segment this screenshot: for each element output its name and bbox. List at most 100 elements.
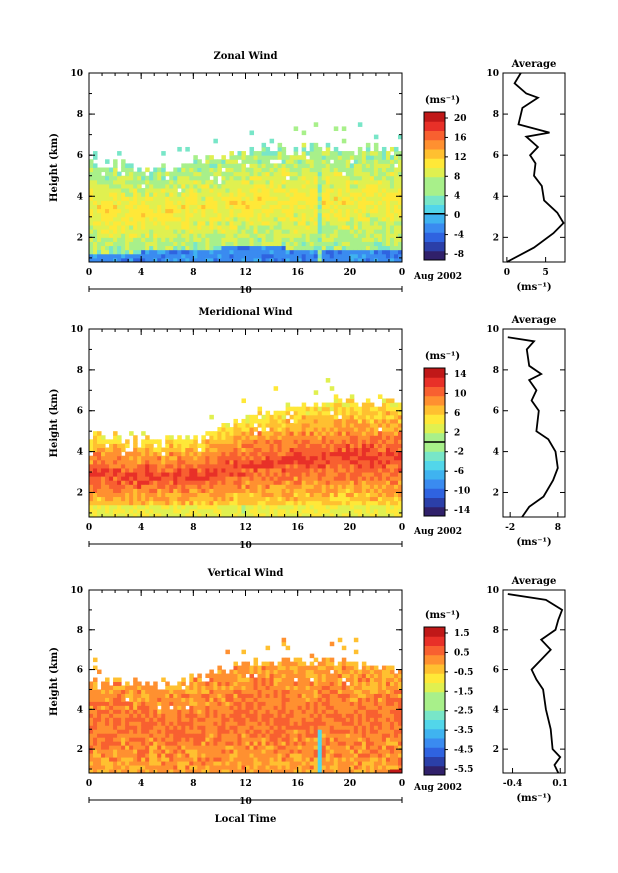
heatmap-cell [325, 463, 331, 469]
heatmap-cell [157, 229, 162, 234]
heatmap-cell [133, 717, 138, 722]
heatmap-cell [341, 427, 347, 432]
heatmap-cell [193, 492, 198, 498]
heatmap-cell [249, 500, 255, 506]
heatmap-cell [381, 496, 387, 502]
heatmap-cell [313, 467, 319, 473]
heatmap-cell [225, 216, 230, 222]
heatmap-cell [137, 500, 142, 506]
heatmap-cell [369, 257, 375, 263]
heatmap-cell [333, 423, 339, 428]
heatmap-cell [285, 402, 291, 408]
heatmap-cell [277, 447, 283, 453]
heatmap-cell [389, 225, 395, 230]
heatmap-cell [145, 439, 150, 444]
heatmap-cell [145, 753, 150, 758]
heatmap-cell [205, 761, 210, 766]
heatmap-cell [105, 183, 110, 189]
heatmap-cell [209, 463, 214, 469]
heatmap-cell [317, 427, 323, 432]
heatmap-cell [381, 257, 387, 263]
heatmap-cell [93, 476, 98, 481]
heatmap-cell [317, 512, 323, 518]
heatmap-cell [269, 476, 275, 481]
heatmap-cell [181, 196, 186, 201]
heatmap-cell [205, 208, 210, 214]
heatmap-cell [133, 225, 138, 230]
heatmap-cell [105, 721, 110, 726]
heatmap-cell [149, 257, 154, 263]
heatmap-cell [177, 681, 182, 686]
heatmap-cell [293, 427, 299, 432]
heatmap-cell [137, 179, 142, 185]
heatmap-cell [181, 757, 186, 762]
heatmap-cell [169, 196, 174, 201]
heatmap-cell [149, 685, 154, 690]
heatmap-cell [329, 229, 335, 234]
heatmap-cell [345, 418, 351, 424]
heatmap-cell [337, 410, 343, 416]
heatmap-cell [397, 241, 403, 247]
heatmap-cell [129, 717, 134, 722]
heatmap-cell [185, 741, 190, 746]
heatmap-cell [321, 484, 327, 489]
heatmap-cell [121, 701, 126, 706]
heatmap-cell [305, 183, 311, 189]
heatmap-cell [189, 200, 194, 205]
heatmap-cell [93, 717, 98, 722]
heatmap-cell [177, 200, 182, 205]
heatmap-cell [381, 167, 387, 173]
heatmap-cell [145, 733, 150, 738]
heatmap-cell [361, 196, 367, 201]
heatmap-cell [193, 488, 198, 493]
heatmap-cell [93, 196, 98, 201]
heatmap-cell [313, 204, 319, 210]
heatmap-cell [113, 175, 118, 181]
heatmap-cell [257, 155, 263, 160]
heatmap-cell [305, 245, 311, 251]
heatmap-cell [129, 188, 134, 193]
heatmap-cell [361, 512, 367, 518]
heatmap-cell [249, 492, 255, 498]
heatmap-cell [125, 721, 130, 726]
heatmap-cell [393, 504, 399, 510]
heatmap-cell [197, 192, 202, 197]
heatmap-cell [245, 427, 251, 432]
heatmap-cell [205, 721, 210, 726]
heatmap-cell [117, 188, 122, 193]
heatmap-cell [133, 455, 138, 461]
heatmap-cell [133, 204, 138, 210]
heatmap-cell [317, 423, 323, 428]
heatmap-cell [133, 208, 138, 214]
heatmap-cell [353, 257, 359, 263]
heatmap-cell [297, 257, 303, 263]
heatmap-cell [197, 713, 202, 718]
heatmap-cell [93, 192, 98, 197]
heatmap-cell [285, 159, 291, 164]
heatmap-cell [361, 492, 367, 498]
heatmap-cell [313, 504, 319, 510]
heatmap-cell [241, 439, 246, 444]
heatmap-cell [97, 697, 102, 702]
heatmap-cell [169, 179, 174, 185]
heatmap-cell [349, 183, 355, 189]
heatmap-cell [137, 749, 142, 754]
heatmap-cell [217, 171, 222, 177]
heatmap-cell [197, 463, 202, 469]
heatmap-cell [245, 204, 251, 210]
heatmap-cell [145, 253, 150, 259]
heatmap-cell [377, 431, 383, 436]
heatmap-cell [365, 245, 371, 251]
x-tick-label: 4 [138, 523, 144, 533]
heatmap-cell [345, 241, 351, 247]
heatmap-cell [397, 480, 403, 485]
heatmap-cell [233, 459, 238, 465]
heatmap-cell [333, 200, 339, 205]
heatmap-cell [157, 183, 162, 189]
heatmap-cell [257, 467, 263, 473]
heatmap-cell [105, 455, 110, 461]
heatmap-cell [373, 183, 379, 189]
heatmap-cell [381, 249, 387, 255]
heatmap-cell [309, 233, 315, 238]
heatmap-cell [133, 212, 138, 218]
